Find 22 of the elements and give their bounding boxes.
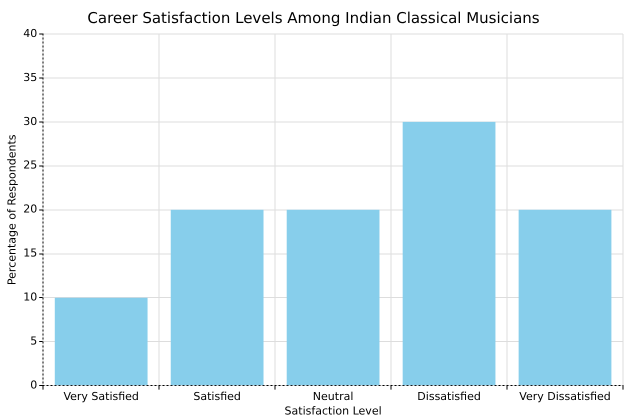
- bar: [54, 298, 148, 386]
- x-tick-label: Satisfied: [193, 390, 241, 404]
- x-axis-title: Satisfaction Level: [284, 404, 382, 418]
- y-tick-label: 35: [23, 70, 38, 84]
- chart-title: Career Satisfaction Levels Among Indian Classical Musicians: [87, 8, 540, 27]
- bar: [518, 210, 612, 386]
- x-tick-label: Very Satisfied: [63, 390, 139, 404]
- x-tick-label: Neutral: [312, 390, 354, 404]
- y-tick-label: 0: [30, 378, 38, 392]
- x-tick-label: Dissatisfied: [417, 390, 481, 404]
- y-axis-title: Percentage of Respondents: [5, 134, 18, 286]
- y-tick-label: 10: [23, 290, 38, 304]
- y-tick-label: 20: [23, 202, 38, 216]
- bar: [402, 122, 496, 386]
- bar: [170, 210, 264, 386]
- y-tick-label: 40: [23, 26, 38, 40]
- bar: [286, 210, 380, 386]
- y-tick-label: 25: [23, 158, 38, 172]
- y-tick-label: 30: [23, 114, 38, 128]
- y-tick-label: 5: [30, 334, 38, 348]
- x-tick-label: Very Dissatisfied: [519, 390, 611, 404]
- y-tick-label: 15: [23, 246, 38, 260]
